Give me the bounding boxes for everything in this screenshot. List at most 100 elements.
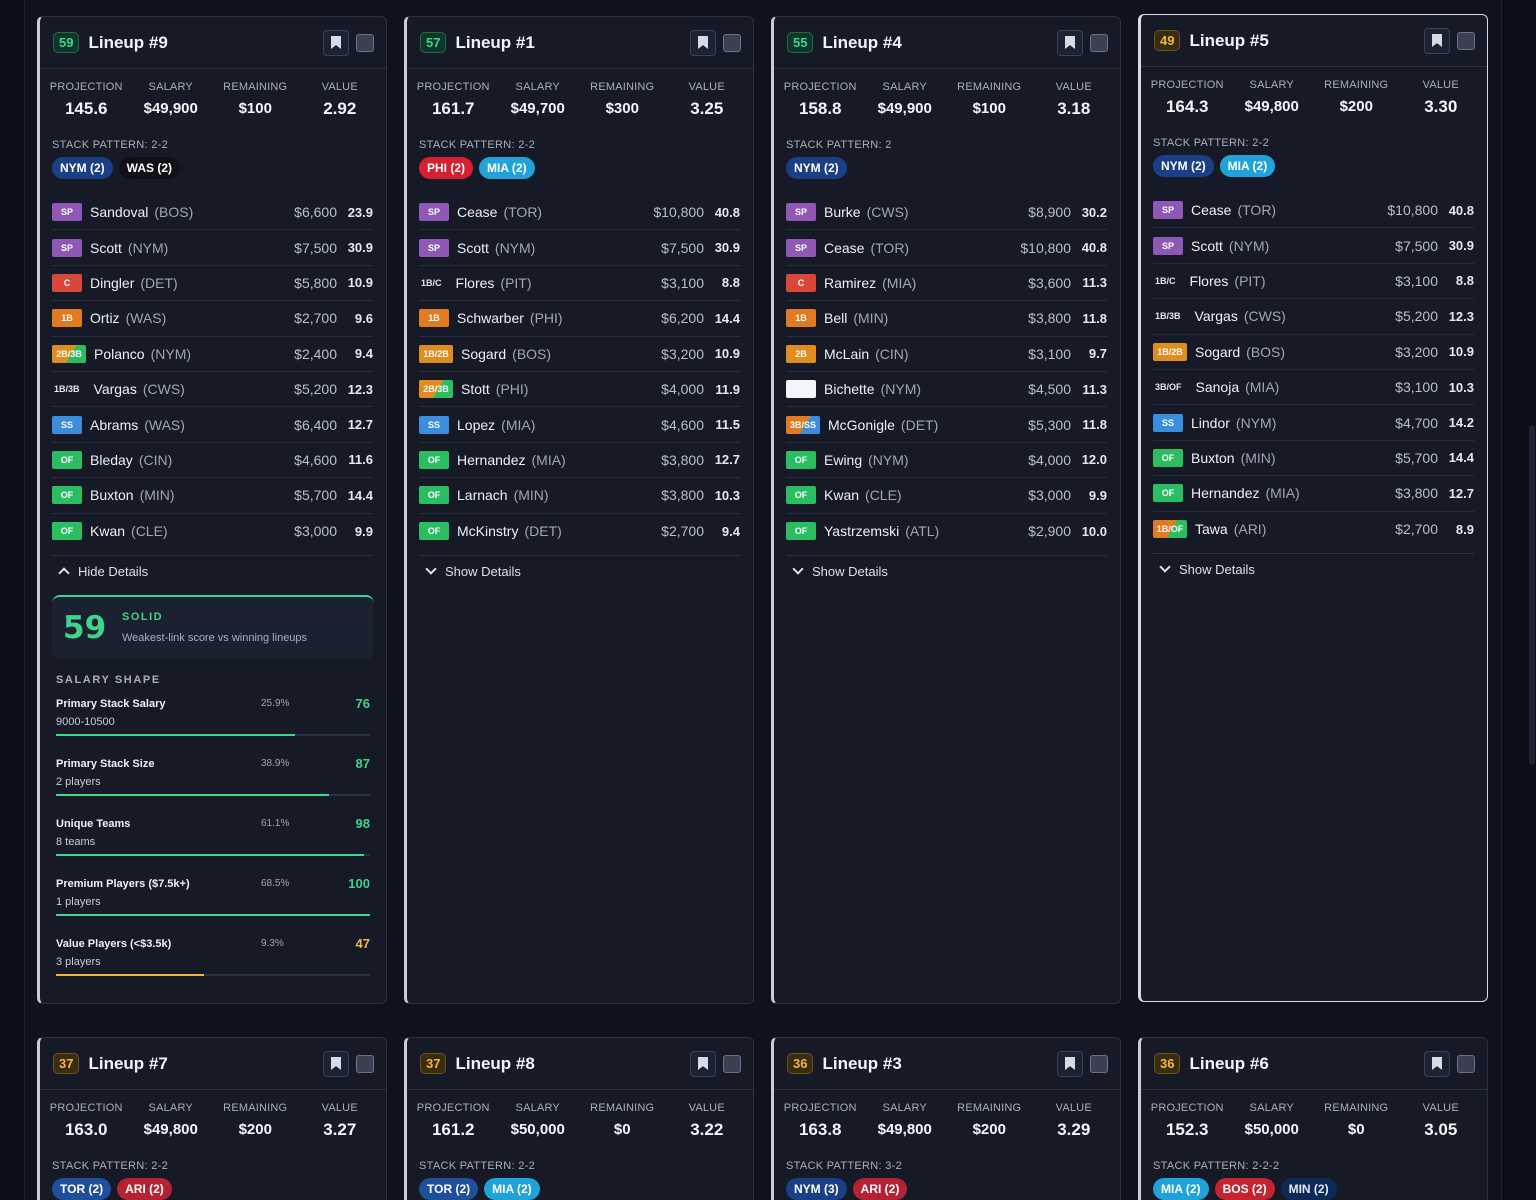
player-row[interactable]: 2B McLain (CIN) $3,100 9.7 <box>786 337 1107 372</box>
stack-pattern-value: 3-2 <box>885 1160 903 1172</box>
lineup-card[interactable]: 55 Lineup #4 PROJECTION 158.8 SALARY $49,900 R… <box>771 16 1121 1004</box>
player-row[interactable]: SS Abrams (WAS) $6,400 12.7 <box>52 407 373 443</box>
player-row[interactable]: OF Kwan (CLE) $3,000 9.9 <box>786 478 1107 514</box>
stack-pattern-label: STACK PATTERN: 2-2 <box>40 135 386 151</box>
metric-bar-fill <box>56 853 364 856</box>
lineup-card[interactable]: 59 Lineup #9 PROJECTION 145.6 SALARY $49,900 R… <box>37 16 387 1004</box>
player-row[interactable]: SP Scott (NYM) $7,500 30.9 <box>52 230 373 266</box>
select-checkbox[interactable] <box>356 33 374 52</box>
player-salary: $3,800 <box>661 487 704 504</box>
position-badge: 1B/3B <box>1155 311 1181 322</box>
position-badge: SS <box>419 415 449 434</box>
player-row[interactable]: SP Cease (TOR) $10,800 40.8 <box>1153 193 1474 229</box>
stat-value: 163.8 <box>798 1120 842 1139</box>
player-row[interactable]: Bichette (NYM) $4,500 11.3 <box>786 372 1107 408</box>
player-team: (TOR) <box>870 239 910 256</box>
stat-value: $49,800 <box>877 1121 932 1138</box>
player-row[interactable]: OF Hernandez (MIA) $3,800 12.7 <box>1153 476 1474 512</box>
lineup-card[interactable]: 37 Lineup #7 PROJECTION 163.0 SALARY $49,800 R… <box>37 1037 387 1200</box>
lineup-title: Lineup #3 <box>822 1053 902 1073</box>
player-row[interactable]: 3B/OF Sanoja (MIA) $3,100 10.3 <box>1153 370 1474 406</box>
select-checkbox[interactable] <box>723 33 741 52</box>
lineup-title: Lineup #8 <box>455 1053 535 1073</box>
player-row[interactable]: 1B/OF Tawa (ARI) $2,700 8.9 <box>1153 512 1474 547</box>
player-row[interactable]: 3B/SS McGonigle (DET) $5,300 11.8 <box>786 407 1107 443</box>
bookmark-button[interactable] <box>1057 29 1083 56</box>
player-row[interactable]: 1B Bell (MIN) $3,800 11.8 <box>786 301 1107 337</box>
player-row[interactable]: OF Yastrzemski (ATL) $2,900 10.0 <box>786 514 1107 549</box>
metric-detail: 8 teams <box>56 835 96 848</box>
player-name: Ortiz <box>90 310 120 327</box>
bookmark-button[interactable] <box>323 1050 349 1077</box>
bookmark-button[interactable] <box>1424 27 1450 54</box>
player-row[interactable]: OF Buxton (MIN) $5,700 14.4 <box>1153 441 1474 477</box>
lineup-score-badge: 37 <box>53 1053 80 1074</box>
scrollbar[interactable] <box>1528 0 1536 1200</box>
stat-remaining: REMAINING $200 <box>947 1102 1032 1156</box>
lineup-card[interactable]: 49 Lineup #5 PROJECTION 164.3 SALARY $49,800 R… <box>1138 14 1488 1002</box>
player-row[interactable]: SS Lopez (MIA) $4,600 11.5 <box>419 407 740 443</box>
player-row[interactable]: C Dingler (DET) $5,800 10.9 <box>52 266 373 302</box>
lineup-card[interactable]: 36 Lineup #3 PROJECTION 163.8 SALARY $49,800 R… <box>771 1037 1121 1200</box>
lineup-card[interactable]: 36 Lineup #6 PROJECTION 152.3 SALARY $50,000 R… <box>1138 1037 1488 1200</box>
bookmark-button[interactable] <box>323 29 349 56</box>
player-name: Tawa <box>1195 521 1228 538</box>
select-checkbox[interactable] <box>723 1054 741 1073</box>
player-row[interactable]: SP Sandoval (BOS) $6,600 23.9 <box>52 195 373 231</box>
select-checkbox[interactable] <box>1457 1054 1475 1073</box>
player-salary: $6,200 <box>661 310 704 327</box>
position-badge: 1B/OF <box>1153 520 1187 539</box>
player-row[interactable]: 2B/3B Polanco (NYM) $2,400 9.4 <box>52 337 373 372</box>
select-checkbox[interactable] <box>356 1054 374 1073</box>
player-row[interactable]: OF McKinstry (DET) $2,700 9.4 <box>419 514 740 549</box>
player-row[interactable]: SP Cease (TOR) $10,800 40.8 <box>786 230 1107 266</box>
show-details-toggle[interactable]: Show Details <box>1153 552 1474 585</box>
select-checkbox[interactable] <box>1457 31 1475 50</box>
player-name: Bichette <box>824 381 875 398</box>
player-row[interactable]: OF Buxton (MIN) $5,700 14.4 <box>52 478 373 514</box>
bookmark-button[interactable] <box>690 29 716 56</box>
lineup-card[interactable]: 37 Lineup #8 PROJECTION 161.2 SALARY $50,000 R… <box>404 1037 754 1200</box>
player-row[interactable]: 1B/3B Vargas (CWS) $5,200 12.3 <box>52 372 373 408</box>
player-row[interactable]: 1B Ortiz (WAS) $2,700 9.6 <box>52 301 373 337</box>
player-team: (MIN) <box>513 487 549 504</box>
player-row[interactable]: OF Ewing (NYM) $4,000 12.0 <box>786 443 1107 479</box>
show-details-toggle[interactable]: Show Details <box>419 554 740 587</box>
player-row[interactable]: 2B/3B Stott (PHI) $4,000 11.9 <box>419 372 740 408</box>
player-row[interactable]: SP Scott (NYM) $7,500 30.9 <box>1153 228 1474 264</box>
bookmark-button[interactable] <box>690 1050 716 1077</box>
bookmark-button[interactable] <box>1057 1050 1083 1077</box>
player-row[interactable]: OF Kwan (CLE) $3,000 9.9 <box>52 514 373 549</box>
player-name: McLain <box>824 345 870 362</box>
select-checkbox[interactable] <box>1090 1054 1108 1073</box>
lineup-header: 36 Lineup #6 <box>1141 1038 1487 1090</box>
position-badge: SP <box>52 238 82 257</box>
player-row[interactable]: 1B/2B Sogard (BOS) $3,200 10.9 <box>419 337 740 372</box>
position-badge: SP <box>1153 201 1183 220</box>
player-row[interactable]: 1B Schwarber (PHI) $6,200 14.4 <box>419 301 740 337</box>
bookmark-button[interactable] <box>1424 1050 1450 1077</box>
hide-details-toggle[interactable]: Hide Details <box>52 554 373 587</box>
player-row[interactable]: OF Larnach (MIN) $3,800 10.3 <box>419 478 740 514</box>
player-row[interactable]: 1B/C Flores (PIT) $3,100 8.8 <box>419 266 740 302</box>
metric-bar <box>56 793 370 796</box>
player-row[interactable]: 1B/3B Vargas (CWS) $5,200 12.3 <box>1153 299 1474 335</box>
player-row[interactable]: SP Cease (TOR) $10,800 40.8 <box>419 195 740 231</box>
lineup-card[interactable]: 57 Lineup #1 PROJECTION 161.7 SALARY $49,700 R… <box>404 16 754 1004</box>
stat-salary: SALARY $49,900 <box>129 81 214 135</box>
show-details-toggle[interactable]: Show Details <box>786 554 1107 587</box>
player-row[interactable]: SS Lindor (NYM) $4,700 14.2 <box>1153 405 1474 441</box>
player-row[interactable]: SP Burke (CWS) $8,900 30.2 <box>786 195 1107 231</box>
player-row[interactable]: 1B/C Flores (PIT) $3,100 8.8 <box>1153 264 1474 300</box>
stat-value: 3.05 <box>1424 1120 1458 1139</box>
player-row[interactable]: OF Bleday (CIN) $4,600 11.6 <box>52 443 373 479</box>
scrollbar-thumb[interactable] <box>1529 425 1535 765</box>
player-name: Buxton <box>1191 449 1235 466</box>
player-row[interactable]: C Ramirez (MIA) $3,600 11.3 <box>786 266 1107 302</box>
select-checkbox[interactable] <box>1090 33 1108 52</box>
player-team: (PIT) <box>1234 272 1266 289</box>
player-name: Flores <box>1189 272 1229 289</box>
player-row[interactable]: OF Hernandez (MIA) $3,800 12.7 <box>419 443 740 479</box>
player-row[interactable]: 1B/2B Sogard (BOS) $3,200 10.9 <box>1153 335 1474 370</box>
player-row[interactable]: SP Scott (NYM) $7,500 30.9 <box>419 230 740 266</box>
